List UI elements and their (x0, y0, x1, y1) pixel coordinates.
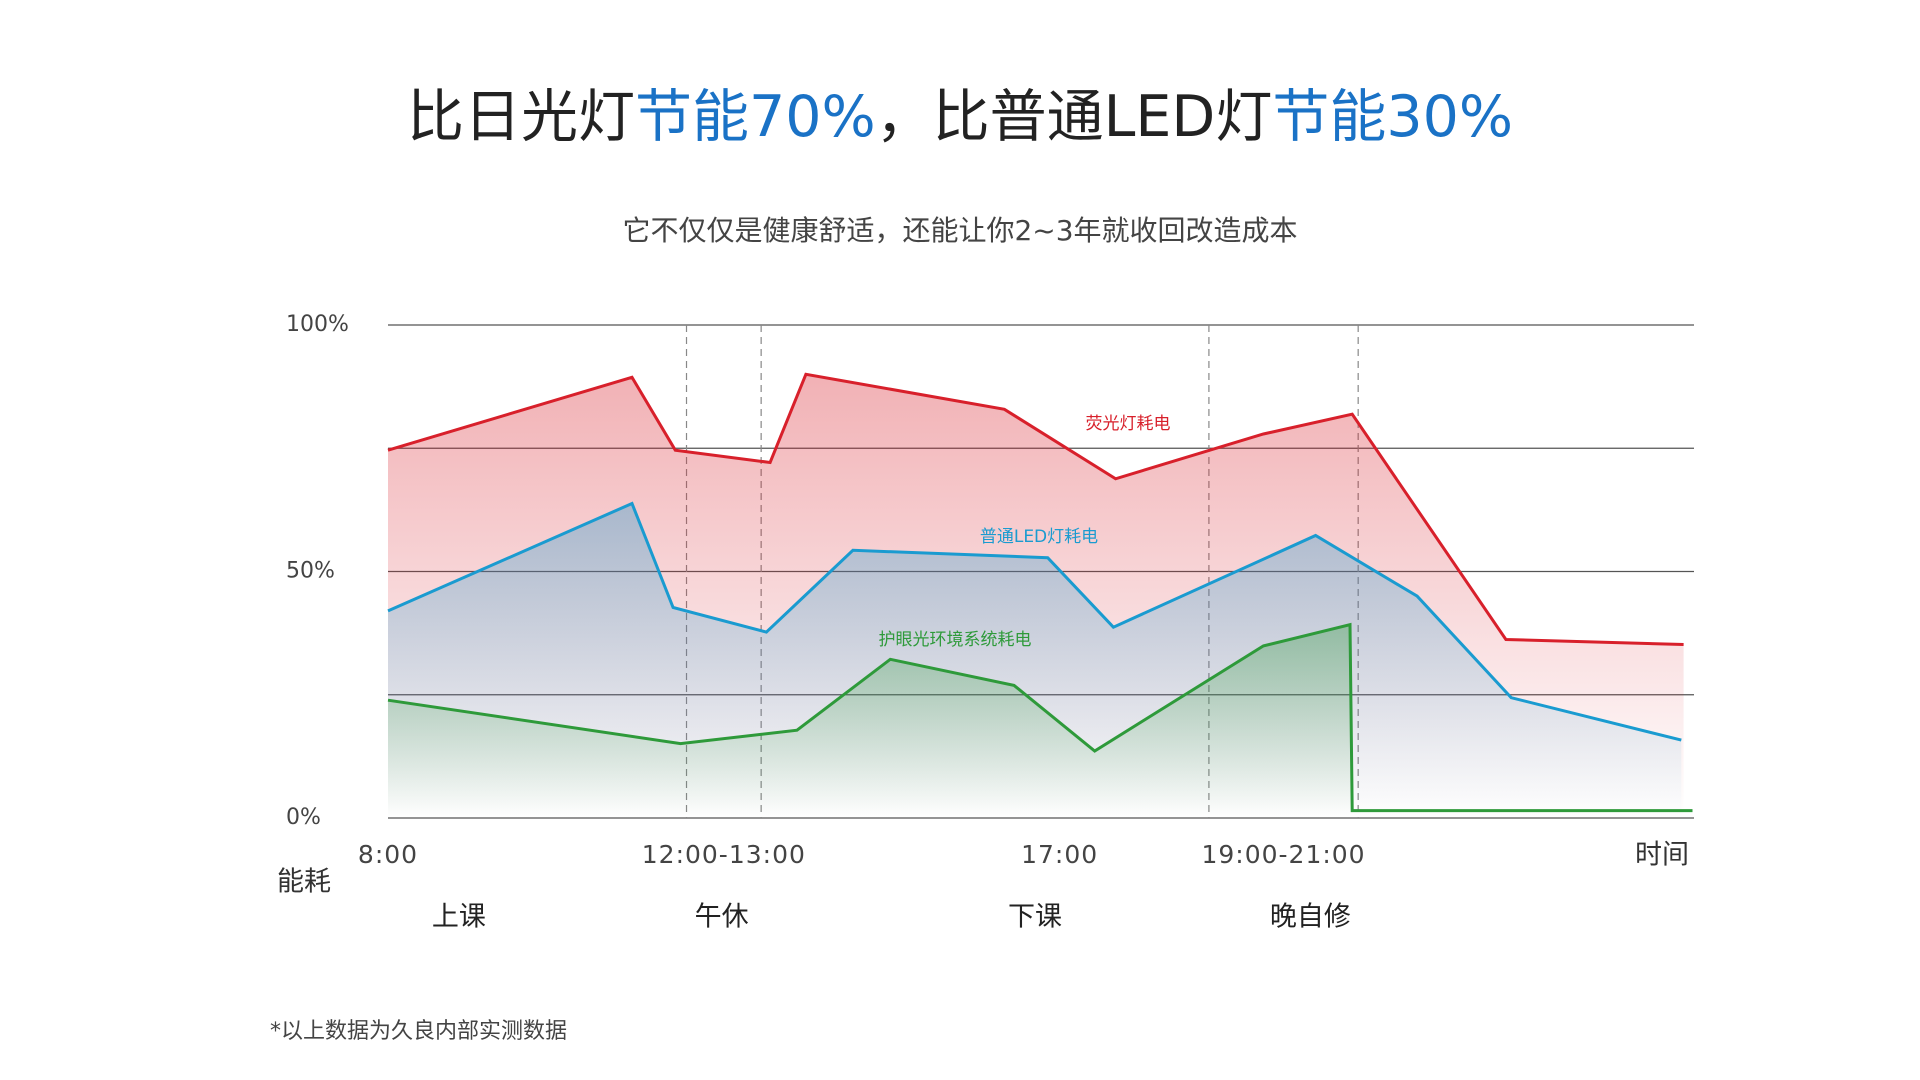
chart-title: 比日光灯节能70%，比普通LED灯节能30% (407, 84, 1513, 150)
area (388, 624, 1693, 818)
title-part: 节能70% (635, 84, 876, 150)
period-label: 上课 (432, 902, 486, 933)
line (387, 501, 1682, 742)
period-label: 晚自修 (1270, 902, 1351, 933)
period-label: 下课 (1008, 902, 1062, 933)
y-tick-label: 50% (286, 559, 335, 584)
x-tick-label: 12:00-13:00 (642, 840, 806, 869)
line (387, 622, 1693, 813)
period-label: 午休 (695, 902, 749, 933)
series-label: 普通LED灯耗电 (980, 527, 1098, 547)
title-part: 节能30% (1272, 84, 1513, 150)
series-label: 护眼光环境系统耗电 (879, 630, 1032, 650)
y-axis-label: 能耗 (277, 867, 331, 898)
x-axis-label: 时间 (1635, 840, 1689, 871)
y-tick-label: 0% (286, 805, 321, 830)
x-tick-label: 17:00 (1021, 840, 1098, 869)
line (387, 372, 1684, 646)
footnote: *以上数据为久良内部实测数据 (270, 1019, 567, 1044)
y-tick-label: 100% (286, 312, 349, 337)
chart-subtitle: 它不仅仅是健康舒适，还能让你2~3年就收回改造成本 (622, 214, 1297, 247)
x-tick-label: 8:00 (358, 840, 418, 869)
x-tick-label: 19:00-21:00 (1201, 840, 1365, 869)
title-part: 比日光灯 (407, 84, 635, 150)
title-part: ，比普通LED灯 (876, 84, 1273, 150)
series-label: 荧光灯耗电 (1086, 414, 1171, 434)
